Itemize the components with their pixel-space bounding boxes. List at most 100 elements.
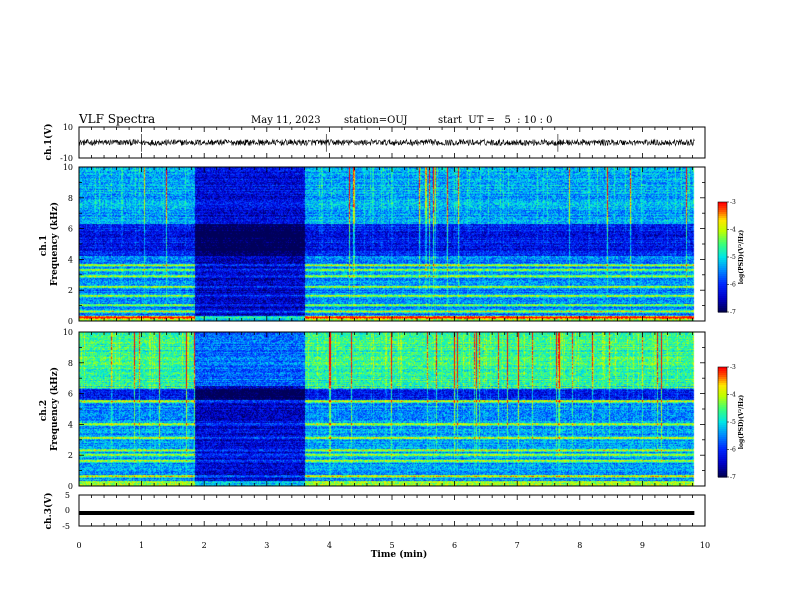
ch1-spectrogram-ticks xyxy=(78,167,706,321)
colorbar-tick-label: -3 xyxy=(730,364,736,371)
figure-title: VLF Spectra xyxy=(78,112,155,126)
colorbar-swatch xyxy=(718,206,727,209)
colorbar-swatch xyxy=(718,230,727,233)
colorbar-swatch xyxy=(718,423,727,426)
colorbar-swatch xyxy=(718,415,727,418)
colorbar-swatch xyxy=(718,294,727,297)
ch2-spectrogram-ticks xyxy=(78,332,706,486)
colorbar-swatch xyxy=(718,439,727,442)
colorbar-swatch xyxy=(718,377,727,380)
colorbar-swatch xyxy=(718,284,727,287)
colorbar-swatch xyxy=(718,375,727,378)
colorbar-swatch xyxy=(718,367,727,370)
colorbar-swatch xyxy=(718,381,727,384)
colorbar-swatch xyxy=(718,447,727,450)
frequency-tick-label: 8 xyxy=(68,194,73,203)
colorbar-swatch xyxy=(718,202,727,205)
colorbar-swatch xyxy=(718,216,727,219)
ch2-spectrogram-ylabel: ch.2 Frequency (kHz) xyxy=(39,367,60,451)
colorbar-swatch xyxy=(718,453,727,456)
ch1-ytick-bottom: -10 xyxy=(60,154,73,163)
colorbar-tick-label: -5 xyxy=(730,419,736,426)
colorbar-swatch xyxy=(718,242,727,245)
colorbar-tick-label: -5 xyxy=(730,254,736,261)
colorbar-swatch xyxy=(718,264,727,267)
ch1-spectrogram-image xyxy=(79,167,705,321)
ch3-ylabel: ch.3(V) xyxy=(43,493,54,530)
colorbar-swatch xyxy=(718,403,727,406)
colorbar-swatch xyxy=(718,407,727,410)
colorbar-swatch xyxy=(718,427,727,430)
frequency-tick-label: 6 xyxy=(68,390,73,399)
colorbar-swatch xyxy=(718,413,727,416)
colorbar-swatch xyxy=(718,455,727,458)
colorbar-label: log(PSD)(V²/Hz) xyxy=(738,395,745,450)
time-tick-label: 9 xyxy=(640,541,645,550)
colorbar-swatch xyxy=(718,224,727,227)
ch1-colorbar: -3 -4 -5 -6 -7 log(PSD)(V²/Hz) xyxy=(717,199,745,316)
colorbar-swatch xyxy=(718,451,727,454)
colorbar-swatch xyxy=(718,232,727,235)
colorbar-tick-label: -3 xyxy=(730,199,736,206)
ch3-ytick-bottom: -5 xyxy=(62,522,70,531)
colorbar-swatch xyxy=(718,387,727,390)
frequency-tick-label: 4 xyxy=(68,255,73,264)
colorbar-swatch xyxy=(718,405,727,408)
colorbar-swatch xyxy=(718,417,727,420)
colorbar-swatch xyxy=(718,212,727,215)
colorbar-swatch xyxy=(718,248,727,251)
colorbar-swatch xyxy=(718,421,727,424)
colorbar-swatch xyxy=(718,395,727,398)
colorbar-swatch xyxy=(718,240,727,243)
colorbar-swatch xyxy=(718,461,727,464)
colorbar-swatch xyxy=(718,465,727,468)
colorbar-swatch xyxy=(718,272,727,275)
colorbar-swatch xyxy=(718,429,727,432)
colorbar-swatch xyxy=(718,210,727,213)
colorbar-swatch xyxy=(718,228,727,231)
ch1-time-ticks xyxy=(78,127,706,158)
ch3-waveform-panel: 5 0 -5 ch.3(V) xyxy=(43,491,706,531)
frequency-tick-label: 2 xyxy=(68,286,73,295)
colorbar-swatch xyxy=(718,258,727,261)
colorbar-swatch xyxy=(718,220,727,223)
frequency-tick-label: 2 xyxy=(68,451,73,460)
time-tick-label: 2 xyxy=(202,541,207,550)
colorbar-swatch xyxy=(718,244,727,247)
colorbar-swatch xyxy=(718,256,727,259)
time-tick-label: 8 xyxy=(577,541,582,550)
colorbar-swatch xyxy=(718,425,727,428)
colorbar-swatch xyxy=(718,268,727,271)
colorbar-swatch xyxy=(718,467,727,470)
ch1-waveform-trace xyxy=(78,133,695,152)
colorbar-swatch xyxy=(718,306,727,309)
ch3-ytick-top: 5 xyxy=(65,491,70,500)
colorbar-swatch xyxy=(718,304,727,307)
colorbar-swatch xyxy=(718,441,727,444)
ch2-colorbar: -3 -4 -5 -6 -7 log(PSD)(V²/Hz) xyxy=(717,364,745,481)
colorbar-tick-label: -4 xyxy=(730,227,736,234)
frequency-tick-label: 8 xyxy=(68,359,73,368)
colorbar-swatch xyxy=(718,234,727,237)
start-time-label: start UT = 5 : 10 : 0 xyxy=(438,115,553,126)
colorbar-swatch xyxy=(718,411,727,414)
colorbar-swatch xyxy=(718,431,727,434)
ch1-spectrogram-panel: 0 2 4 6 8 10 ch.1 Frequency (kHz) xyxy=(39,163,706,326)
colorbar-swatch xyxy=(718,260,727,263)
colorbar-swatch xyxy=(718,278,727,281)
colorbar-swatch xyxy=(718,445,727,448)
ch2-spectrogram-panel: 0 2 4 6 8 10 ch.2 Frequency (kHz) xyxy=(39,328,706,491)
colorbar-swatch xyxy=(718,397,727,400)
ch1-frequency-ticks: 0 2 4 6 8 10 xyxy=(63,163,705,326)
colorbar-swatch xyxy=(718,457,727,460)
colorbar-swatch xyxy=(718,252,727,255)
colorbar-swatch xyxy=(718,226,727,229)
time-tick-label: 10 xyxy=(700,541,710,550)
time-tick-label: 3 xyxy=(264,541,269,550)
colorbar-swatch xyxy=(718,449,727,452)
colorbar-swatch xyxy=(718,308,727,311)
time-tick-labels: 0 1 2 3 4 5 6 7 8 9 10 xyxy=(76,541,710,550)
colorbar-swatch xyxy=(718,290,727,293)
ch3-ytick-mid: 0 xyxy=(65,506,70,515)
